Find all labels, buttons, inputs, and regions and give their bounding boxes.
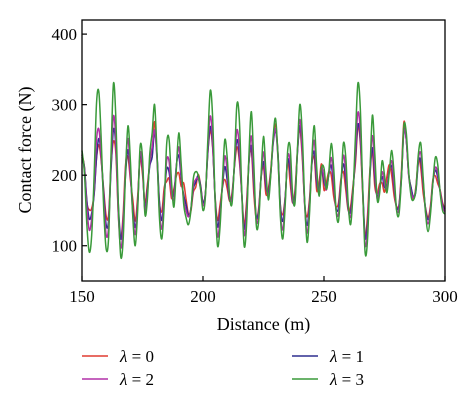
x-tick-label: 300 xyxy=(432,287,458,306)
series-line-lambda-3 xyxy=(81,81,446,260)
series-lines xyxy=(81,81,446,260)
x-tick-label: 150 xyxy=(69,287,95,306)
legend: λ = 0 λ = 1 λ = 2 λ = 3 xyxy=(82,347,364,389)
x-axis-label: Distance (m) xyxy=(217,314,310,335)
plot-frame xyxy=(81,19,446,282)
y-axis-label: Contact force (N) xyxy=(15,87,36,214)
y-tick-label: 100 xyxy=(52,237,78,256)
legend-label-lambda-1: λ = 1 xyxy=(329,347,364,366)
x-tick-label: 250 xyxy=(311,287,337,306)
y-tick-label: 200 xyxy=(52,166,78,185)
legend-label-lambda-3: λ = 3 xyxy=(329,370,364,389)
y-tick-label: 300 xyxy=(52,96,78,115)
axis-ticks: 150 200 250 300 100 200 300 400 xyxy=(52,25,458,306)
x-tick-label: 200 xyxy=(190,287,216,306)
y-tick-label: 400 xyxy=(52,25,78,44)
legend-label-lambda-0: λ = 0 xyxy=(119,347,154,366)
legend-label-lambda-2: λ = 2 xyxy=(119,370,154,389)
